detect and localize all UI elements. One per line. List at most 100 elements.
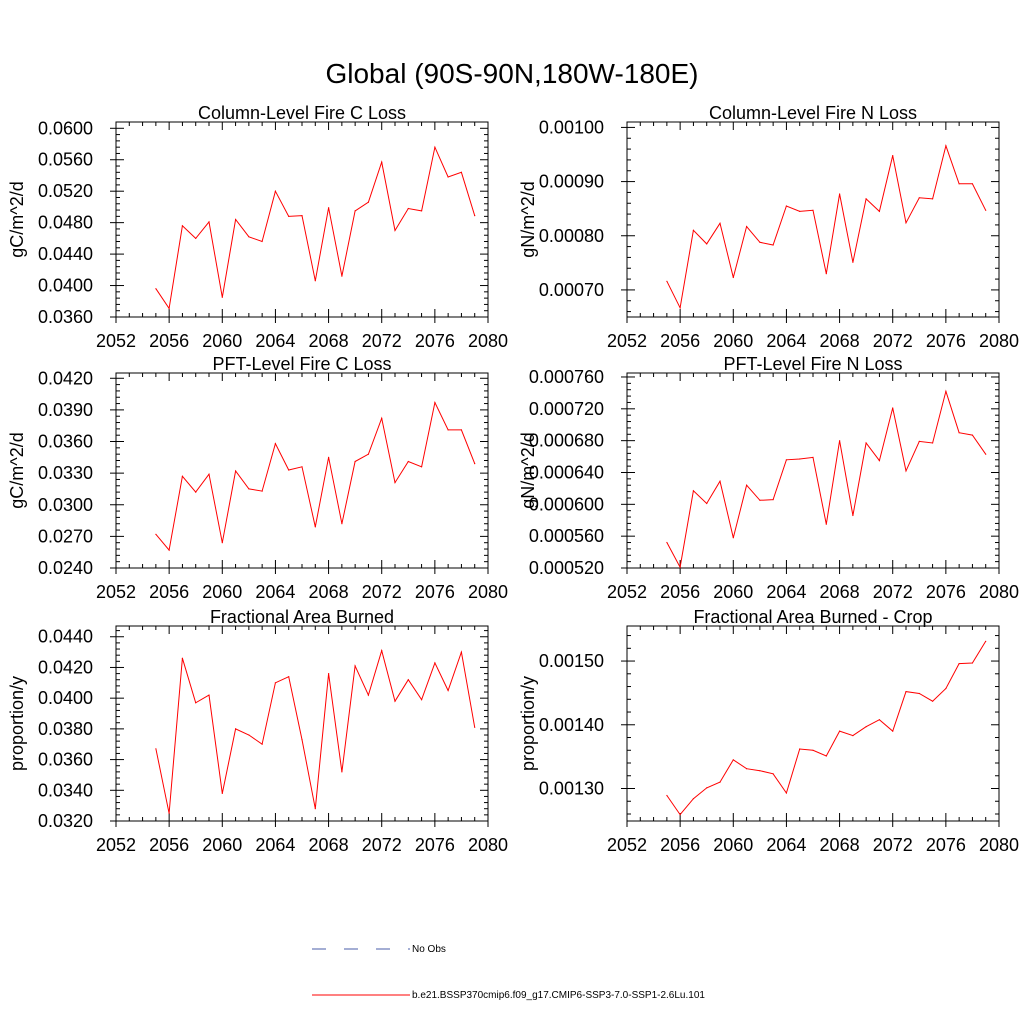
data-point [235, 728, 237, 730]
y-tick-label: 0.0360 [38, 432, 93, 452]
y-tick-label: 0.00090 [539, 172, 604, 192]
data-point [799, 748, 801, 750]
data-point [932, 442, 934, 444]
x-tick-label: 2056 [660, 331, 700, 351]
y-tick-label: 0.0240 [38, 558, 93, 578]
data-point [181, 657, 183, 659]
data-point [367, 453, 369, 455]
series-line [666, 641, 987, 816]
data-point [208, 473, 210, 475]
data-point [421, 466, 423, 468]
y-tick-label: 0.00070 [539, 280, 604, 300]
data-point [732, 276, 734, 279]
y-tick-label: 0.0380 [38, 719, 93, 739]
x-tick-label: 2068 [820, 582, 860, 602]
data-point [288, 469, 290, 471]
data-point [235, 218, 237, 221]
data-point [719, 480, 721, 482]
legend-obs-label: No Obs [412, 944, 446, 955]
x-tick-label: 2052 [96, 835, 136, 855]
data-point [181, 475, 183, 477]
data-point [354, 460, 356, 463]
x-tick-label: 2064 [255, 331, 295, 351]
x-tick-label: 2076 [926, 835, 966, 855]
data-point [168, 307, 170, 309]
data-point [785, 792, 788, 794]
chart-panel-4: PFT-Level Fire N Loss gN/m^2/d 2052 2056 206… [518, 354, 1019, 602]
x-tick-label: 2080 [979, 835, 1019, 855]
x-tick-label: 2080 [979, 582, 1019, 602]
data-point [985, 640, 987, 642]
data-point [852, 735, 854, 737]
data-point [434, 146, 436, 148]
x-tick-label: 2076 [415, 835, 455, 855]
data-point [407, 679, 409, 681]
x-tick-label: 2072 [362, 582, 402, 602]
y-tick-label: 0.000560 [529, 526, 604, 546]
y-tick-label: 0.000640 [529, 462, 604, 482]
data-point [421, 699, 423, 701]
x-tick-label: 2068 [309, 582, 349, 602]
x-tick-label: 2060 [713, 835, 753, 855]
y-tick-label: 0.0600 [38, 118, 93, 138]
y-tick-label: 0.0360 [38, 307, 93, 327]
data-point [434, 662, 436, 664]
data-point [314, 808, 316, 810]
x-tick-label: 2060 [713, 331, 753, 351]
data-point [812, 749, 814, 751]
y-tick-label: 0.0320 [38, 811, 93, 831]
data-point [865, 726, 867, 728]
data-point [905, 470, 907, 472]
y-tick-label: 0.0400 [38, 276, 93, 296]
y-tick-label: 0.000600 [529, 494, 604, 514]
plot-frame [115, 372, 489, 569]
data-point [221, 296, 223, 298]
data-point [155, 748, 157, 750]
data-point [354, 665, 356, 667]
y-tick-label: 0.0420 [38, 368, 93, 388]
data-point [905, 691, 907, 693]
x-tick-label: 2052 [607, 331, 647, 351]
y-axis-label: gN/m^2/d [518, 432, 538, 508]
data-point [985, 209, 987, 211]
data-point [460, 429, 462, 431]
data-point [785, 459, 788, 461]
data-point [958, 663, 960, 665]
data-point [706, 502, 708, 505]
data-point [447, 689, 449, 692]
data-point [892, 407, 894, 409]
data-point [367, 694, 369, 696]
data-point [812, 209, 814, 211]
x-tick-label: 2060 [202, 582, 242, 602]
panel-title: Column-Level Fire N Loss [709, 103, 917, 123]
data-point [825, 523, 827, 525]
y-tick-label: 0.0300 [38, 495, 93, 515]
x-tick-label: 2068 [309, 331, 349, 351]
data-point [666, 794, 668, 797]
data-point [945, 687, 947, 690]
chart-panel-6: Fractional Area Burned - Crop proportion/… [518, 607, 1019, 855]
data-point [958, 183, 960, 185]
chart-panel-3: PFT-Level Fire C Loss gC/m^2/d 2052 2056 206… [7, 354, 508, 602]
x-tick-label: 2064 [766, 835, 806, 855]
data-point [852, 514, 854, 517]
data-point [666, 541, 668, 544]
data-point [274, 443, 276, 445]
y-tick-label: 0.0400 [38, 688, 93, 708]
series-line [155, 648, 476, 814]
data-point [394, 482, 396, 484]
data-point [785, 205, 788, 207]
data-point [407, 207, 409, 210]
x-tick-label: 2072 [873, 835, 913, 855]
y-tick-label: 0.0330 [38, 463, 93, 483]
x-tick-label: 2080 [468, 835, 508, 855]
data-point [181, 225, 183, 227]
data-point [261, 490, 263, 492]
series-line [666, 144, 987, 310]
y-tick-label: 0.0480 [38, 213, 93, 233]
y-tick-label: 0.0390 [38, 400, 93, 420]
data-point [328, 207, 330, 209]
data-point [732, 759, 734, 761]
data-point [878, 719, 881, 721]
data-point [288, 215, 290, 217]
